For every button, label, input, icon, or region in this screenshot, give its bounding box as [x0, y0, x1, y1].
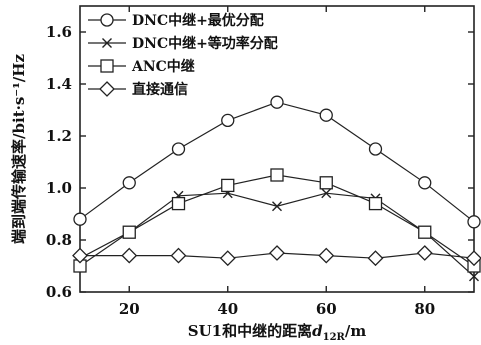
legend-marker-diamond — [99, 81, 115, 97]
data-point-diamond — [466, 250, 481, 267]
legend-item: DNC中继+最优分配 — [88, 12, 264, 29]
y-tick-label: 0.6 — [46, 283, 72, 301]
plot-frame — [79, 5, 475, 293]
data-point-circle — [467, 215, 481, 229]
legend-marker-square — [100, 59, 114, 73]
data-point-diamond — [367, 250, 384, 267]
legend-label: DNC中继+等功率分配 — [132, 35, 278, 52]
data-point-square — [122, 225, 136, 239]
data-point-diamond — [121, 247, 138, 264]
y-tick-label: 1.4 — [46, 75, 72, 93]
series-1 — [73, 95, 481, 229]
data-point-circle — [73, 212, 87, 226]
data-point-square — [319, 176, 333, 190]
legend-label: DNC中继+最优分配 — [132, 12, 264, 29]
x-axis-label: SU1和中继的距离d12R/m — [188, 322, 367, 343]
data-point-diamond — [318, 247, 335, 264]
y-tick-label: 1.2 — [46, 127, 72, 145]
data-point-diamond — [170, 247, 187, 264]
y-tick-label: 1.6 — [46, 23, 72, 41]
data-point-circle — [368, 142, 383, 156]
legend-item: ANC中继 — [88, 58, 195, 75]
series-line — [79, 101, 475, 223]
data-point-x — [272, 201, 282, 212]
data-point-circle — [122, 176, 136, 190]
x-tick-label: 60 — [316, 300, 337, 318]
x-tick-label: 40 — [217, 300, 238, 318]
data-point-circle — [418, 176, 432, 190]
data-point-x — [321, 188, 332, 199]
legend-item: DNC中继+等功率分配 — [88, 35, 278, 52]
legend-marker-x — [102, 38, 112, 48]
data-point-square — [418, 225, 432, 239]
legend-label: 直接通信 — [132, 81, 188, 98]
x-axis-label-subscript: 12R — [323, 332, 346, 343]
y-axis-label: 端到端传输速率/bit·s⁻¹/Hz — [10, 54, 28, 244]
data-point-x — [469, 271, 479, 282]
data-point-square — [368, 196, 383, 211]
x-tick-label: 80 — [414, 300, 435, 318]
axis-ticks: 20 40 60 80 0.6 0.8 1.0 1.2 1.4 1.6 — [46, 6, 474, 318]
data-point-circle — [270, 95, 284, 109]
data-point-square — [221, 178, 235, 193]
series-group — [72, 95, 481, 282]
data-point-diamond — [416, 245, 433, 261]
data-point-circle — [221, 113, 235, 128]
legend-marker-circle — [100, 13, 114, 27]
legend-label: ANC中继 — [131, 58, 195, 75]
y-tick-label: 0.8 — [46, 231, 72, 249]
legend-item: 直接通信 — [88, 81, 188, 98]
data-point-circle — [319, 108, 333, 122]
series-4 — [72, 245, 481, 267]
x-axis-label-var: d — [312, 322, 323, 340]
y-tick-label: 1.0 — [46, 179, 72, 197]
data-point-diamond — [269, 245, 285, 261]
data-point-square — [270, 168, 284, 182]
data-point-diamond — [72, 247, 88, 264]
x-axis-label-text: SU1和中继的距离 — [188, 322, 312, 340]
x-axis-label-unit: /m — [345, 322, 366, 340]
x-tick-label: 20 — [119, 300, 140, 318]
data-point-circle — [171, 142, 186, 156]
data-point-diamond — [219, 250, 236, 267]
data-point-square — [171, 196, 186, 211]
series-2 — [75, 188, 479, 282]
